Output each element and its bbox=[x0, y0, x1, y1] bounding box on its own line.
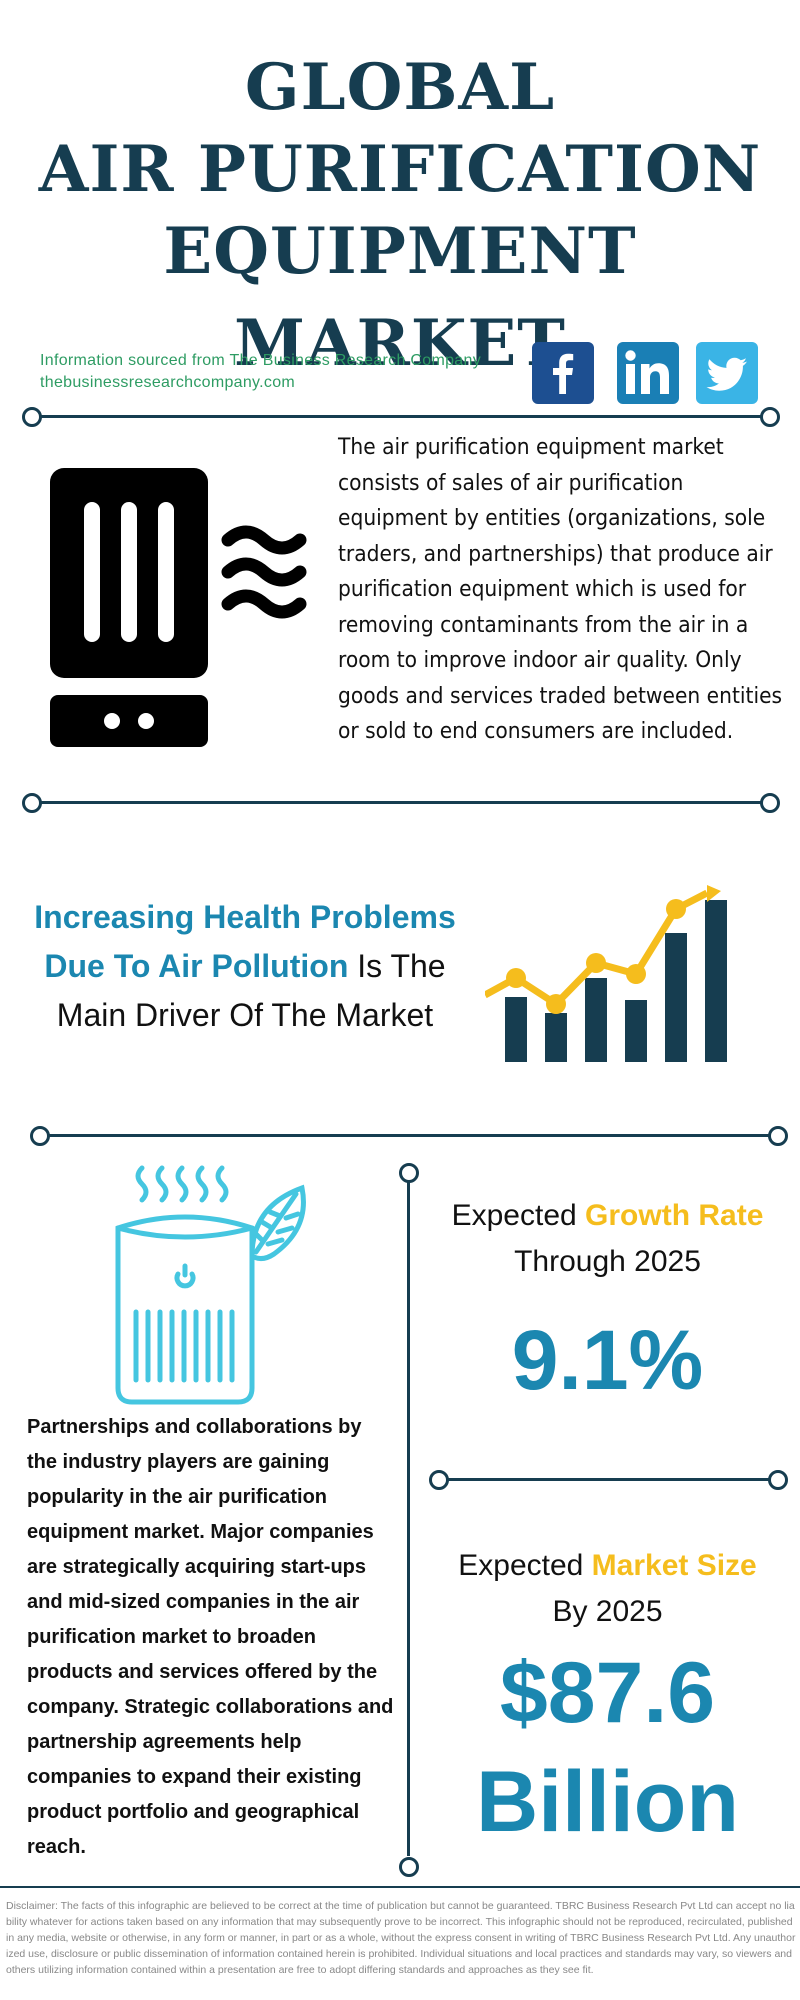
divider-endpoint bbox=[22, 793, 42, 813]
vertical-divider bbox=[407, 1180, 410, 1856]
divider-stats bbox=[445, 1478, 775, 1481]
growth-rate-period: Through 2025 bbox=[514, 1245, 701, 1278]
source-info: Information sourced from The Business Re… bbox=[40, 350, 481, 394]
divider-endpoint bbox=[22, 407, 42, 427]
purifier-leaf-icon bbox=[112, 1160, 312, 1415]
growth-label-highlight: Growth Rate bbox=[585, 1199, 764, 1232]
market-size-label-highlight: Market Size bbox=[591, 1549, 757, 1582]
page-title-line-2: AIR PURIFICATION bbox=[38, 132, 762, 207]
market-size-label-prefix: Expected bbox=[458, 1549, 592, 1582]
divider-endpoint bbox=[768, 1470, 788, 1490]
partnerships-text: Partnerships and collaborations by the i… bbox=[27, 1416, 394, 1858]
divider-endpoint bbox=[760, 793, 780, 813]
twitter-icon[interactable] bbox=[696, 342, 758, 404]
market-size-period: By 2025 bbox=[552, 1595, 663, 1628]
divider-endpoint bbox=[760, 407, 780, 427]
market-driver-text: Increasing Health Problems Due To Air Po… bbox=[20, 893, 470, 1040]
page-title-line-3: EQUIPMENT MARKET bbox=[163, 214, 637, 381]
growth-label-prefix: Expected bbox=[451, 1199, 586, 1232]
divider-lower bbox=[40, 1134, 778, 1137]
market-size-value: $87.6 bbox=[499, 1645, 716, 1741]
driver-highlight: Increasing Health Problems Due To Air Po… bbox=[34, 899, 456, 984]
market-size-label: Expected Market Size bbox=[430, 1543, 785, 1589]
divider-middle bbox=[30, 801, 770, 804]
air-purifier-icon bbox=[50, 465, 320, 760]
linkedin-icon[interactable] bbox=[617, 342, 679, 404]
divider-endpoint bbox=[429, 1470, 449, 1490]
divider-endpoint bbox=[30, 1126, 50, 1146]
page-title-line-1: GLOBAL bbox=[244, 50, 556, 125]
divider-top bbox=[30, 415, 770, 418]
divider-endpoint bbox=[399, 1857, 419, 1877]
source-line: Information sourced from The Business Re… bbox=[40, 352, 481, 369]
market-description: The air purification equipment market co… bbox=[338, 434, 783, 744]
driver-rest: Is The Main Driver Of The Market bbox=[56, 948, 446, 1033]
footer-divider bbox=[0, 1886, 800, 1888]
growth-rate-value: 9.1% bbox=[511, 1313, 704, 1407]
market-size-unit: Billion bbox=[476, 1754, 739, 1850]
divider-endpoint bbox=[399, 1163, 419, 1183]
facebook-icon[interactable] bbox=[532, 342, 594, 404]
growth-rate-label: Expected Growth Rate bbox=[430, 1193, 785, 1239]
growth-chart-icon bbox=[483, 885, 735, 1070]
divider-endpoint bbox=[768, 1126, 788, 1146]
disclaimer-text: Disclaimer: The facts of this infographi… bbox=[6, 1900, 796, 1976]
source-url[interactable]: thebusinessresearchcompany.com bbox=[40, 374, 296, 391]
